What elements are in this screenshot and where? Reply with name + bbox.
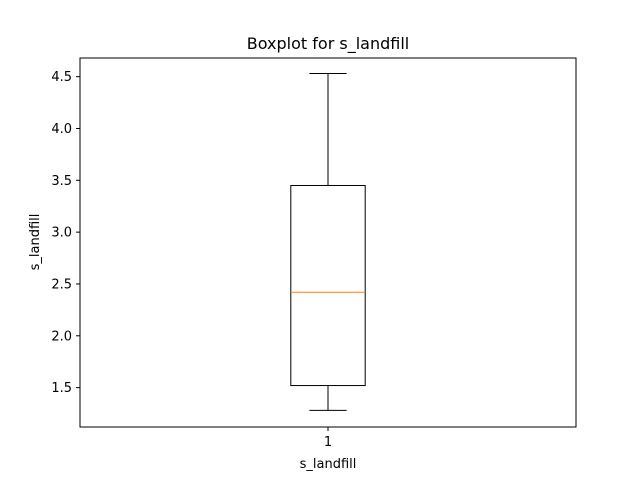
y-tick-label: 2.5: [51, 277, 72, 292]
x-axis-label: s_landfill: [300, 457, 357, 472]
y-tick-label: 4.0: [51, 122, 72, 137]
chart-title: Boxplot for s_landfill: [247, 34, 409, 54]
x-tick-label: 1: [324, 435, 332, 450]
x-axis-ticks: 1: [324, 427, 332, 450]
interquartile-box: [290, 184, 366, 387]
y-tick-label: 1.5: [51, 381, 72, 396]
y-tick-label: 3.5: [51, 174, 72, 189]
y-tick-label: 4.5: [51, 70, 72, 85]
y-axis-label: s_landfill: [28, 214, 43, 271]
y-axis-ticks: 1.5 2.0 2.5 3.0 3.5 4.0 4.5: [51, 70, 80, 396]
y-tick-label: 2.0: [51, 329, 72, 344]
box-group: [290, 73, 366, 411]
y-tick-label: 3.0: [51, 226, 72, 241]
